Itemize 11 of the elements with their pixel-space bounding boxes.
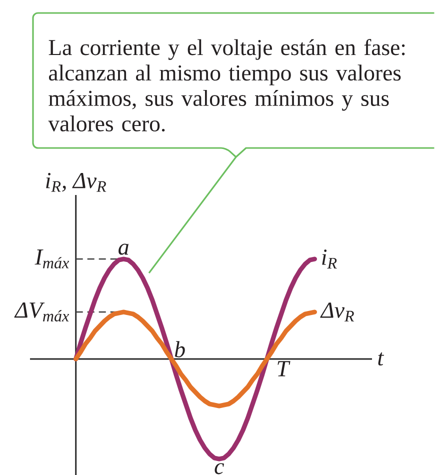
series-label: Δv$_{R}$ [320, 302, 354, 322]
annotation: b [174, 341, 185, 358]
annotation: a [118, 244, 128, 255]
annotation: c [214, 463, 224, 474]
annotation: T [278, 361, 290, 376]
series-label: i$_{R}$ [322, 250, 337, 268]
x-axis-title: t [378, 352, 384, 366]
ref-line-label: I$_{máx}$ [34, 250, 70, 268]
text: La corriente y el voltaje están en fase: alcanzan al mismo tiempo sus valores máximos, sus valores mínimos y sus valores cero. [48, 38, 405, 132]
ref-line-label: ΔV$_{máx}$ [14, 302, 70, 322]
y-axis-title: i$_{R}$, Δv$_{R}$ [46, 172, 106, 192]
